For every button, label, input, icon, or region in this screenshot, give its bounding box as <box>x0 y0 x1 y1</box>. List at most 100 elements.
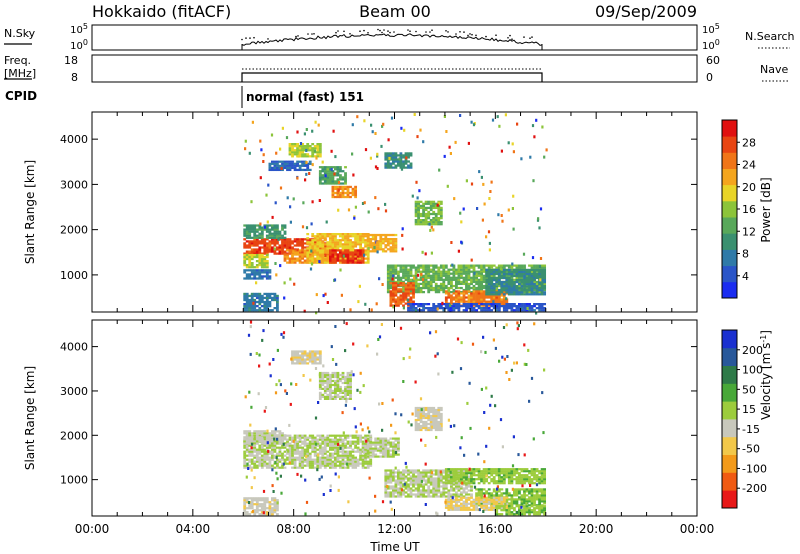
range-gate-cell <box>363 119 366 123</box>
nsky-tick-bottom-right: 100 <box>702 38 720 52</box>
range-gate-cell <box>286 238 289 241</box>
range-gate-cell <box>250 252 254 255</box>
range-gate-cell <box>510 272 514 276</box>
range-gate-cell <box>432 426 436 430</box>
range-gate-cell <box>386 475 390 478</box>
range-gate-cell <box>265 292 269 296</box>
range-gate-cell <box>442 475 446 478</box>
range-gate-cell <box>271 224 274 227</box>
range-gate-cell <box>488 197 491 200</box>
range-gate-cell <box>389 156 393 159</box>
range-gate-cell <box>296 130 299 134</box>
range-gate-cell <box>540 266 544 269</box>
range-gate-cell <box>308 243 312 246</box>
range-gate-cell <box>490 305 494 308</box>
range-gate-cell <box>500 283 504 286</box>
nsearch-dot <box>241 38 243 41</box>
range-gate-cell <box>394 475 398 478</box>
range-gate-cell <box>248 454 252 457</box>
range-gate-cell <box>243 436 247 439</box>
range-gate-cell <box>457 303 461 306</box>
range-gate-cell <box>341 438 345 441</box>
range-gate-cell <box>331 189 335 193</box>
range-gate-cell <box>336 172 340 175</box>
range-gate-cell <box>449 308 452 312</box>
range-gate-cell <box>520 285 524 288</box>
range-gate-cell <box>407 274 410 277</box>
range-gate-cell <box>397 282 400 286</box>
range-gate-cell <box>537 217 540 221</box>
range-gate-cell <box>263 246 267 249</box>
range-gate-cell <box>263 266 267 269</box>
range-gate-cell <box>296 356 300 359</box>
range-gate-cell <box>439 491 443 494</box>
range-gate-cell <box>386 158 390 161</box>
range-gate-cell <box>273 444 277 447</box>
range-gate-cell <box>329 180 332 183</box>
range-gate-cell <box>487 276 491 280</box>
range-gate-cell <box>502 270 506 274</box>
range-gate-cell <box>416 196 419 200</box>
range-gate-cell <box>281 454 284 457</box>
range-gate-cell <box>367 247 370 250</box>
range-gate-cell <box>386 485 390 488</box>
range-gate-cell <box>452 268 456 271</box>
range-gate-cell <box>339 235 342 238</box>
range-gate-cell <box>490 281 494 284</box>
range-gate-cell <box>407 286 410 289</box>
range-gate-cell <box>404 469 408 472</box>
range-gate-cell <box>402 154 405 157</box>
range-gate-cell <box>457 296 461 299</box>
range-gate-cell <box>457 300 461 303</box>
range-gate-cell <box>326 395 330 398</box>
range-gate-cell <box>407 493 410 496</box>
range-gate-cell <box>268 460 272 463</box>
range-gate-cell <box>439 282 443 286</box>
range-gate-cell <box>538 283 542 286</box>
range-gate-cell <box>450 291 453 294</box>
range-gate-cell <box>346 454 350 457</box>
range-gate-cell <box>472 300 476 303</box>
range-gate-cell <box>273 232 277 235</box>
range-gate-cell <box>399 152 403 155</box>
range-gate-cell <box>437 471 441 474</box>
range-gate-cell <box>510 281 514 284</box>
range-gate-cell <box>263 454 267 457</box>
range-gate-cell <box>245 296 249 300</box>
range-gate-cell <box>487 291 491 294</box>
range-gate-cell <box>303 132 306 136</box>
range-gate-cell <box>399 481 403 484</box>
range-gate-cell <box>313 257 317 260</box>
range-gate-cell <box>296 151 300 154</box>
range-gate-cell <box>399 276 403 279</box>
range-gate-cell <box>437 201 441 205</box>
range-gate-cell <box>281 462 284 465</box>
range-gate-cell <box>281 250 284 253</box>
range-gate-cell <box>308 172 311 175</box>
range-gate-cell <box>326 373 330 377</box>
range-gate-cell <box>278 166 282 170</box>
range-gate-cell <box>394 284 398 287</box>
range-gate-cell <box>384 162 388 165</box>
range-gate-cell <box>432 268 436 271</box>
range-gate-cell <box>271 228 274 231</box>
range-gate-cell <box>361 239 365 242</box>
range-gate-cell <box>329 452 332 455</box>
range-gate-cell <box>253 430 257 433</box>
range-gate-cell <box>346 193 350 197</box>
range-gate-cell <box>460 298 463 301</box>
range-gate-cell <box>366 259 370 262</box>
range-gate-cell <box>341 373 345 377</box>
cpid-label: CPID <box>5 89 37 103</box>
range-gate-cell <box>417 479 421 482</box>
range-gate-cell <box>250 458 254 461</box>
range-gate-cell <box>364 302 367 306</box>
range-gate-cell <box>379 236 383 239</box>
nsearch-dot <box>311 33 313 35</box>
range-gate-cell <box>455 290 458 293</box>
range-gate-cell <box>326 166 330 169</box>
range-gate-cell <box>399 495 403 498</box>
range-gate-cell <box>330 149 333 153</box>
range-gate-cell <box>288 438 292 441</box>
